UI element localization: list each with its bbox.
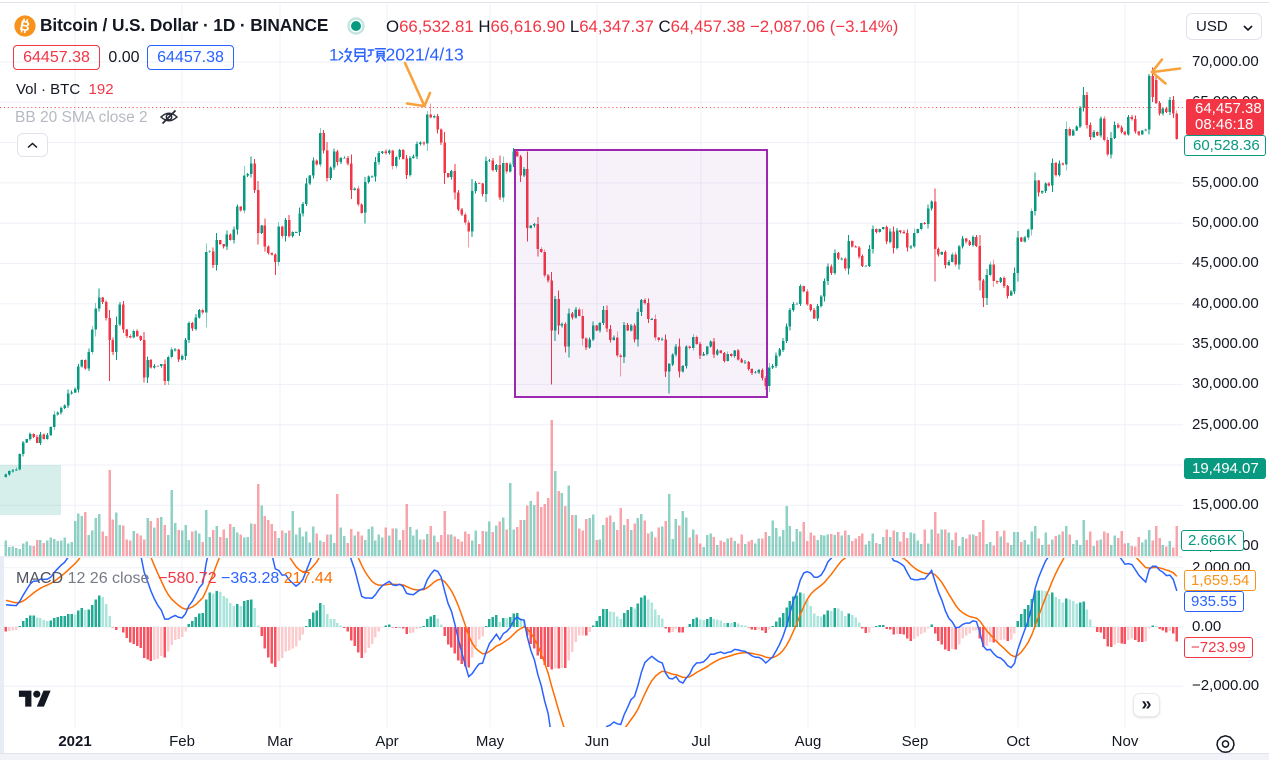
svg-text:2021/4/13: 2021/4/13	[386, 45, 464, 65]
svg-text:1: 1	[329, 46, 338, 65]
svg-text:B: B	[19, 18, 32, 35]
